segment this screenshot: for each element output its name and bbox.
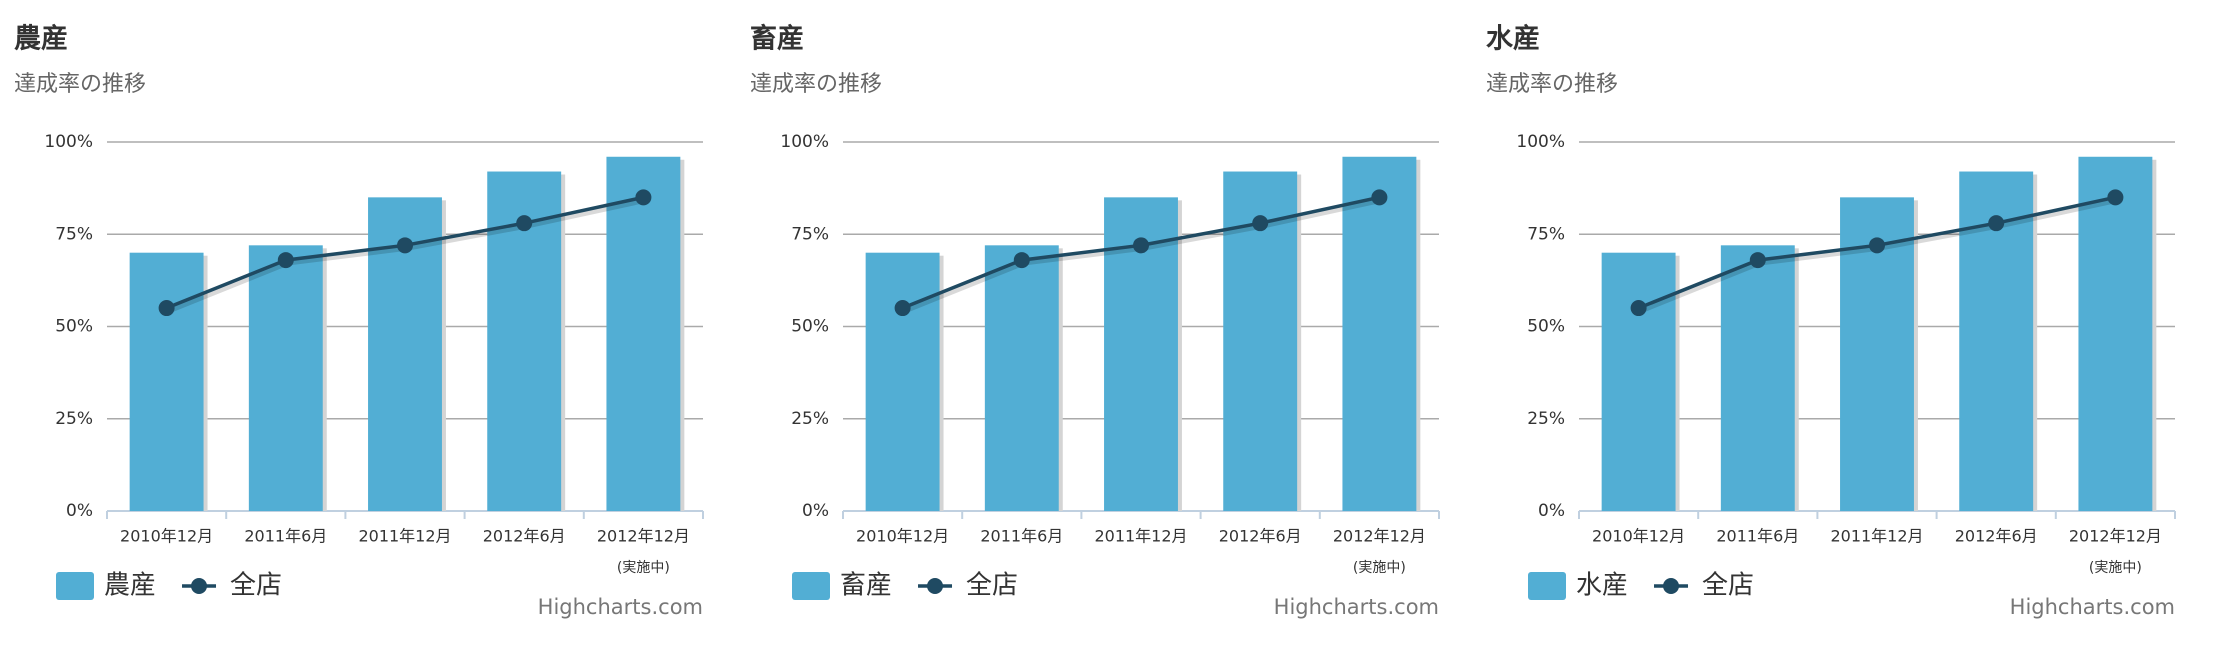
line-point [1133,237,1149,254]
legend-label: 水産 [1576,571,1628,601]
y-tick-label: 50% [55,317,93,337]
x-tick-label: 2011年12月 [1094,527,1187,546]
chart-title: 畜産 [750,23,804,55]
y-tick-label: 100% [44,132,93,152]
x-tick-label: 2011年6月 [1716,527,1799,546]
y-tick-label: 100% [1516,132,1565,152]
legend-label: 全店 [1702,571,1754,601]
line-point [1013,252,1030,269]
y-tick-label: 0% [1538,501,1565,521]
chart-title: 水産 [1486,23,1540,55]
x-tick-label: 2012年6月 [1219,527,1302,546]
bar [248,245,323,511]
bar [129,252,204,511]
y-tick-label: 50% [791,317,829,337]
y-tick-label: 25% [55,409,93,429]
x-tick-label: 2012年12月 [597,527,690,546]
line-point [1749,252,1766,269]
x-tick-label: 2012年6月 [1955,527,2038,546]
x-tick-label: 2011年12月 [358,527,451,546]
chart-title: 農産 [14,23,68,55]
x-tick-label: 2011年12月 [1830,527,1923,546]
y-tick-label: 75% [791,224,829,244]
legend-symbol [1528,572,1566,600]
line-point [894,300,911,317]
y-tick-label: 100% [780,132,829,152]
legend-label: 畜産 [840,571,892,601]
bar [2078,156,2153,511]
x-tick-label: 2012年12月 [1333,527,1426,546]
bar [1720,245,1795,511]
line-point [2107,189,2124,206]
line-point [277,252,294,269]
chart-subtitle: 達成率の推移 [750,72,882,97]
x-annotation: (実施中) [2089,560,2142,576]
credits: Highcharts.com [1274,595,1439,619]
line-point [1371,189,1388,206]
line-point [1252,215,1269,232]
x-tick-label: 2011年6月 [244,527,327,546]
bar [606,156,681,511]
legend-symbol [191,578,208,594]
legend-label: 全店 [966,571,1018,601]
chart-subtitle: 達成率の推移 [1486,72,1618,97]
legend-label: 農産 [104,571,156,601]
line-point [635,189,652,206]
y-tick-label: 25% [791,409,829,429]
legend-symbol [1663,578,1680,594]
x-annotation: (実施中) [1353,560,1406,576]
bar [1342,156,1417,511]
y-tick-label: 0% [66,501,93,521]
line-point [397,237,413,254]
y-tick-label: 75% [1527,224,1565,244]
line-point [1869,237,1885,254]
line-point [1630,300,1647,317]
x-tick-label: 2010年12月 [120,527,213,546]
bar [1601,252,1676,511]
bar [984,245,1059,511]
x-tick-label: 2010年12月 [1592,527,1685,546]
line-point [516,215,533,232]
x-tick-label: 2010年12月 [856,527,949,546]
line-point [158,300,175,317]
x-annotation: (実施中) [617,560,670,576]
chart-subtitle: 達成率の推移 [14,72,146,97]
y-tick-label: 75% [55,224,93,244]
legend-symbol [927,578,944,594]
y-tick-label: 50% [1527,317,1565,337]
y-tick-label: 25% [1527,409,1565,429]
x-tick-label: 2011年6月 [980,527,1063,546]
line-point [1988,215,2005,232]
legend-label: 全店 [230,571,282,601]
bar [865,252,940,511]
legend-symbol [792,572,830,600]
y-tick-label: 0% [802,501,829,521]
x-tick-label: 2012年6月 [483,527,566,546]
legend-symbol [56,572,94,600]
credits: Highcharts.com [2010,595,2175,619]
credits: Highcharts.com [538,595,703,619]
x-tick-label: 2012年12月 [2069,527,2162,546]
